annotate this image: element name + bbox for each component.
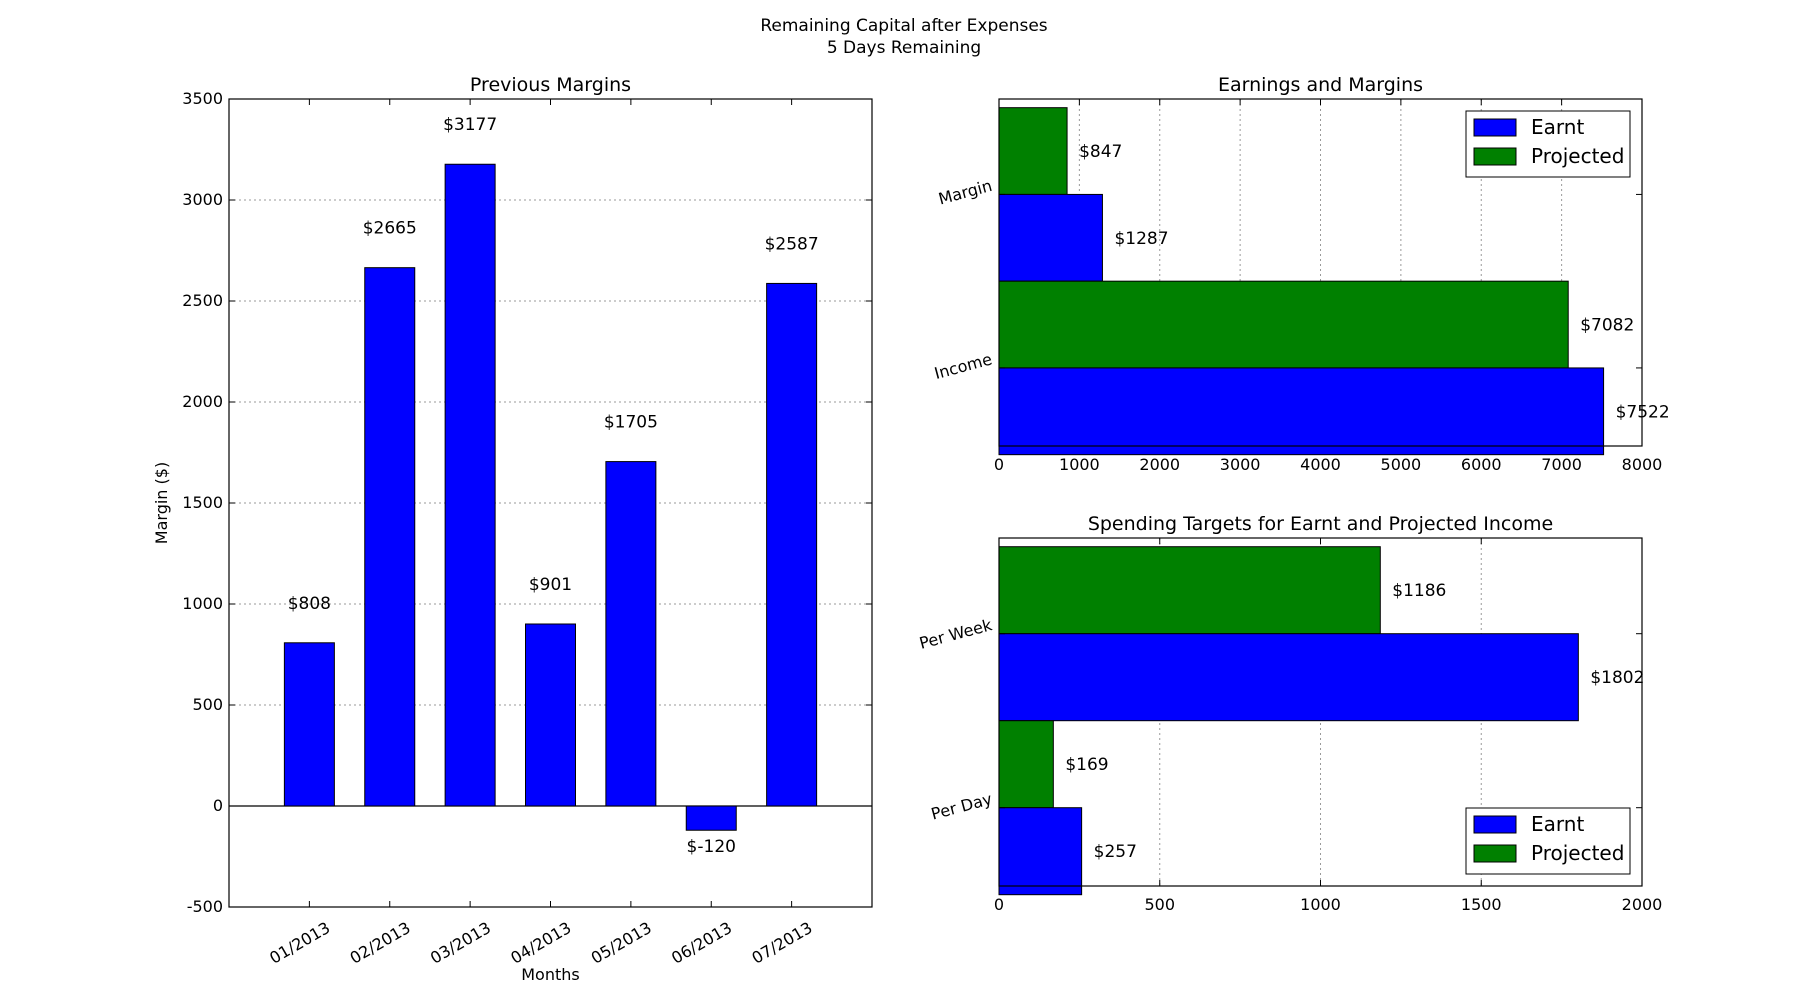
- bar-06-2013: [685, 805, 737, 831]
- x-tick-label: 8000: [1622, 455, 1663, 474]
- data-label: $1802: [1590, 668, 1644, 688]
- x-tick-label: 06/2013: [668, 918, 735, 968]
- y-tick-label: 3500: [182, 89, 223, 108]
- x-tick-label: 5000: [1381, 455, 1422, 474]
- bar-earnt-per-week: [998, 633, 1579, 722]
- legend-swatch-projected: [1473, 844, 1517, 863]
- y-tick-label: Per Week: [917, 615, 995, 653]
- x-tick-label: 1500: [1461, 895, 1502, 914]
- y-tick-label: 2500: [182, 291, 223, 310]
- y-tick-label: 1500: [182, 493, 223, 512]
- x-axis-label: Months: [521, 965, 579, 984]
- x-tick-label: 03/2013: [427, 918, 494, 968]
- data-label: $1186: [1392, 581, 1446, 601]
- legend: Earnt Projected: [1465, 110, 1631, 178]
- y-tick-label: Margin: [936, 176, 994, 208]
- data-label: $3177: [443, 115, 497, 135]
- x-tick-label: 04/2013: [507, 918, 574, 968]
- x-tick-label: 02/2013: [347, 918, 414, 968]
- data-label: $1705: [604, 413, 658, 433]
- data-label: $257: [1094, 842, 1137, 862]
- legend-label-earnt: Earnt: [1531, 812, 1584, 836]
- legend-swatch-earnt: [1473, 815, 1517, 834]
- chart-title: Earnings and Margins: [1218, 74, 1423, 96]
- plot-frame: [998, 537, 1643, 887]
- bar-projected-per-day: [998, 720, 1054, 809]
- x-tick-label: 07/2013: [749, 918, 816, 968]
- data-label: $1287: [1114, 229, 1168, 249]
- bar-04-2013: [525, 623, 576, 807]
- data-label: $-120: [687, 837, 736, 857]
- data-label: $2587: [765, 234, 819, 254]
- y-tick-label: Per Day: [929, 789, 994, 823]
- chart-title: Previous Margins: [470, 74, 631, 96]
- bar-earnt-margin: [998, 193, 1103, 282]
- y-axis-label: Margin ($): [152, 462, 171, 544]
- x-tick-label: 500: [1144, 895, 1175, 914]
- legend-label-projected: Projected: [1531, 841, 1624, 865]
- x-tick-label: 01/2013: [266, 918, 333, 968]
- legend-swatch-earnt: [1473, 118, 1517, 137]
- plot-frame: [998, 98, 1643, 447]
- previous-margins-chart: Previous Margins -500 0 500 1000 1500 2000 2500…: [152, 74, 873, 984]
- plot-frame: [228, 98, 873, 908]
- x-tick-label: 7000: [1541, 455, 1582, 474]
- x-tick-label: 1000: [1059, 455, 1100, 474]
- bar-projected-per-week: [998, 546, 1381, 635]
- x-tick-label: 0: [994, 455, 1004, 474]
- x-tick-label: 6000: [1461, 455, 1502, 474]
- data-label: $7522: [1616, 402, 1670, 422]
- figure-title: Remaining Capital after Expenses: [760, 16, 1047, 36]
- legend-label-earnt: Earnt: [1531, 115, 1584, 139]
- spending-targets-chart: Spending Targets for Earnt and Projected…: [917, 513, 1662, 914]
- legend-swatch-projected: [1473, 147, 1517, 166]
- bar-03-2013: [444, 163, 496, 807]
- y-tick-label: 1000: [182, 594, 223, 613]
- bar-projected-margin: [998, 107, 1068, 195]
- bar-earnt-per-day: [998, 807, 1083, 896]
- y-tick-label: 0: [213, 796, 223, 815]
- x-tick-label: 3000: [1220, 455, 1261, 474]
- data-label: $808: [288, 594, 331, 614]
- data-label: $847: [1079, 142, 1122, 162]
- data-label: $7082: [1580, 316, 1634, 336]
- bar-02-2013: [364, 267, 416, 807]
- bar-07-2013: [766, 282, 818, 807]
- y-tick-label: 2000: [182, 392, 223, 411]
- y-tick-label: Income: [932, 349, 994, 383]
- x-tick-label: 4000: [1300, 455, 1341, 474]
- bar-projected-income: [998, 280, 1569, 369]
- x-tick-label: 2000: [1622, 895, 1663, 914]
- data-label: $901: [529, 575, 572, 595]
- data-label: $2665: [363, 219, 417, 239]
- x-tick-label: 2000: [1139, 455, 1180, 474]
- bar-01-2013: [283, 642, 335, 807]
- data-label: $169: [1065, 755, 1108, 775]
- y-tick-label: 3000: [182, 190, 223, 209]
- legend: Earnt Projected: [1465, 807, 1631, 875]
- y-tick-label: -500: [187, 897, 223, 916]
- legend-label-projected: Projected: [1531, 144, 1624, 168]
- bar-05-2013: [605, 461, 657, 807]
- y-tick-label: 500: [192, 695, 223, 714]
- chart-title: Spending Targets for Earnt and Projected…: [1088, 513, 1553, 535]
- x-tick-label: 1000: [1300, 895, 1341, 914]
- earnings-and-margins-chart: Earnings and Margins 0 1000 2000 3000 4000 500…: [932, 74, 1669, 474]
- bar-earnt-income: [998, 367, 1605, 456]
- x-tick-label: 0: [994, 895, 1004, 914]
- x-tick-label: 05/2013: [588, 918, 655, 968]
- figure-subtitle: 5 Days Remaining: [827, 38, 981, 58]
